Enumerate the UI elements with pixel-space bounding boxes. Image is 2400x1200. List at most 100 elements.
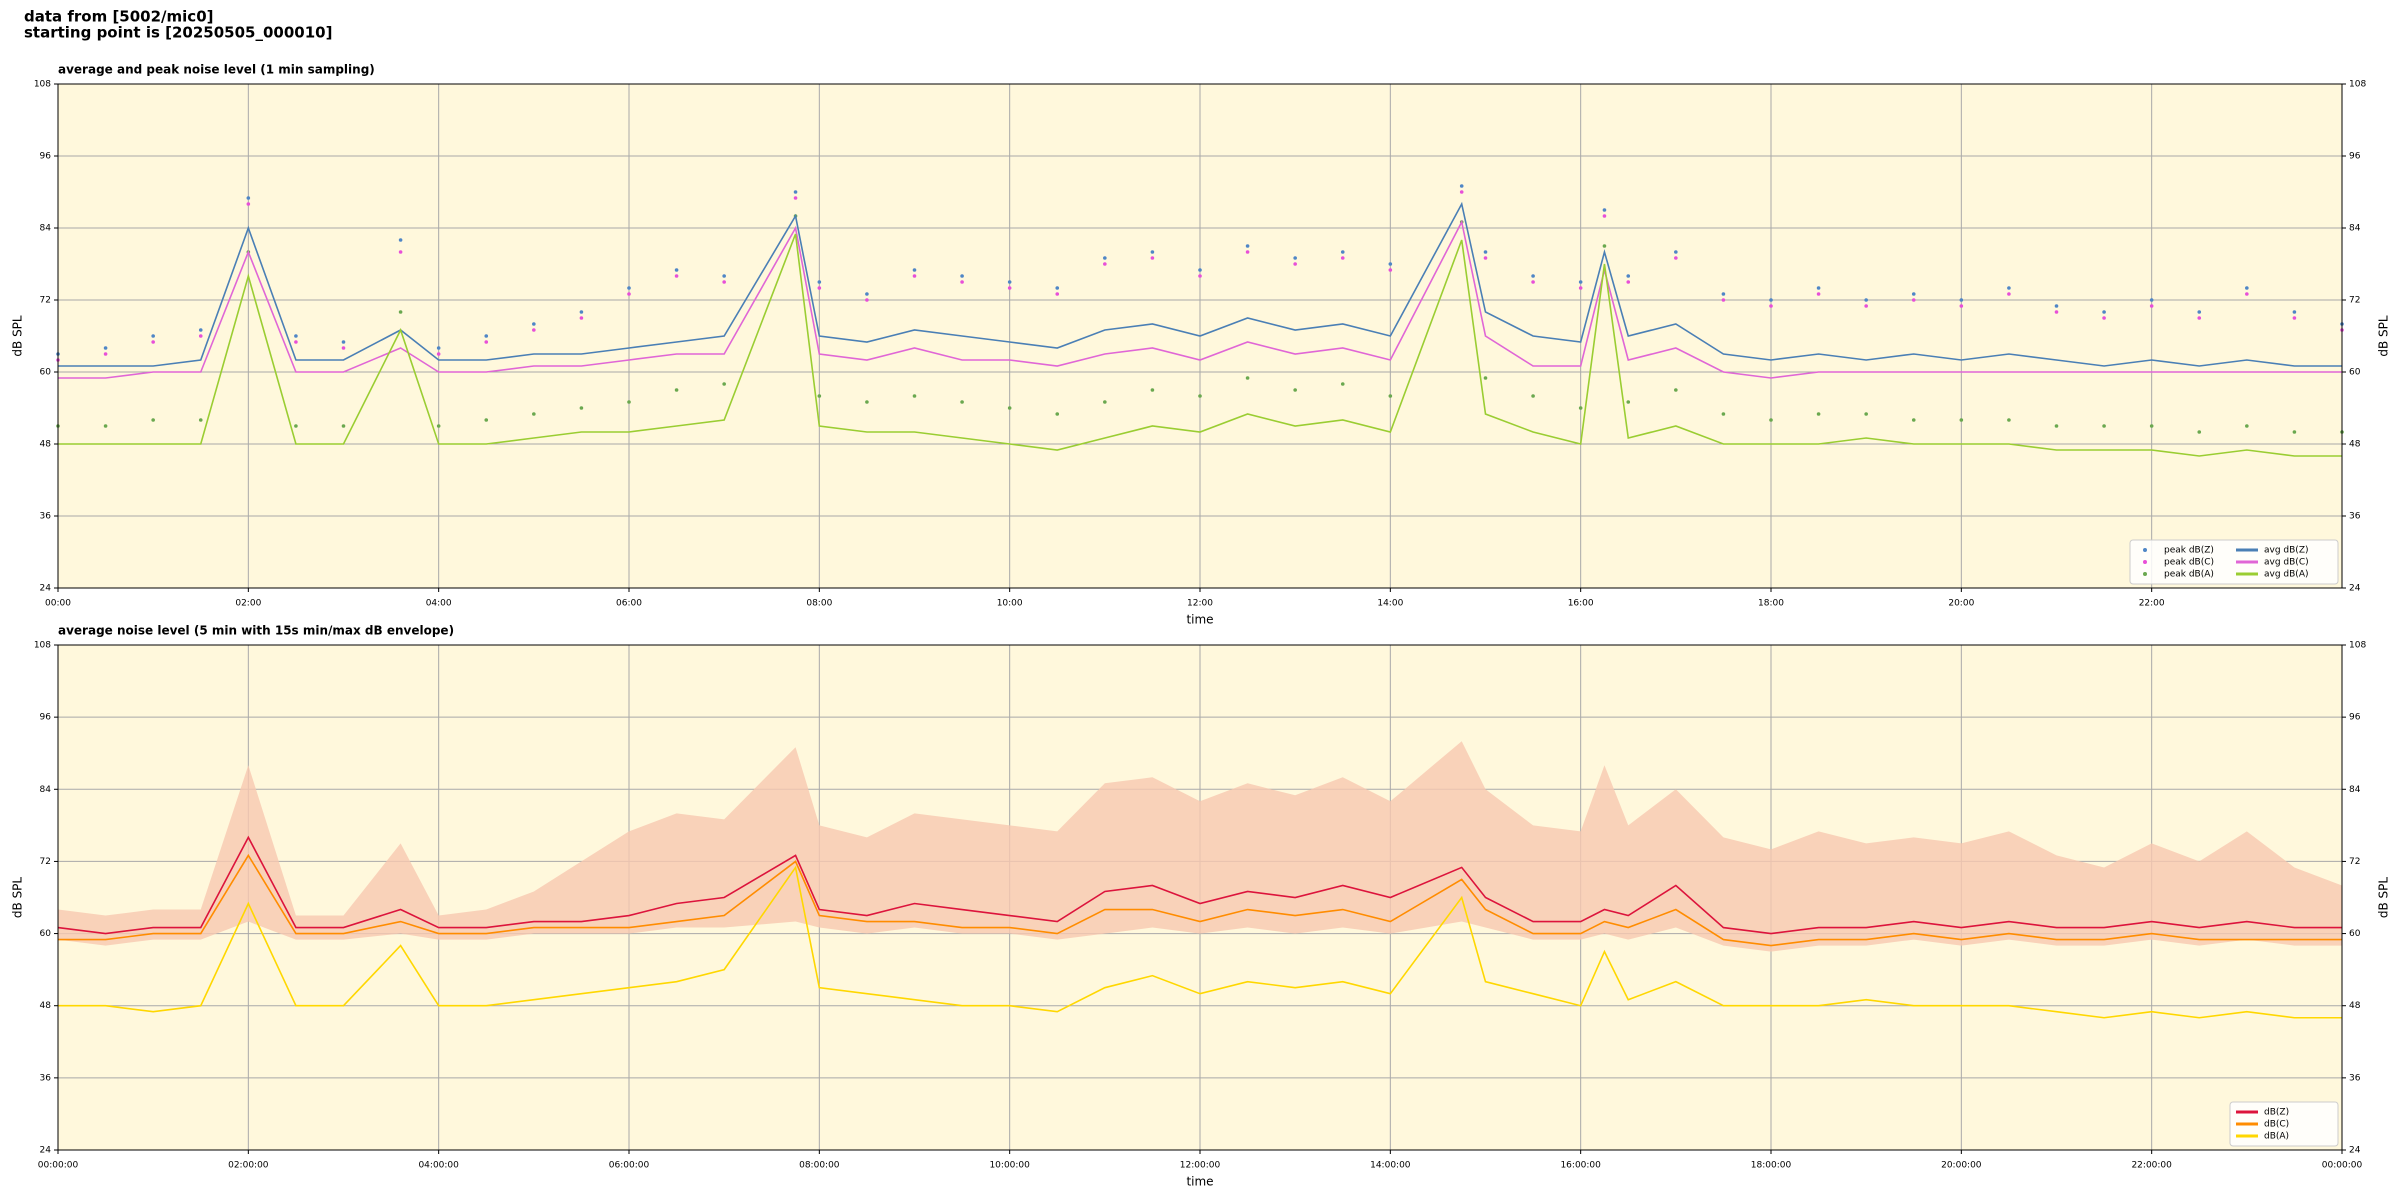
y-tick-label: 36 [40, 512, 52, 522]
x-tick-label: 00:00:00 [2322, 1161, 2363, 1171]
peak-point [1531, 274, 1535, 278]
peak-point [341, 340, 346, 344]
peak-point [2149, 304, 2154, 308]
x-tick-label: 08:00:00 [799, 1161, 840, 1171]
peak-point [1340, 256, 1345, 260]
y-tick-label-right: 96 [2349, 713, 2361, 723]
peak-point [1388, 262, 1393, 266]
peak-point [532, 412, 536, 416]
peak-point [1198, 274, 1202, 278]
peak-point [151, 418, 155, 422]
x-tick-label: 16:00 [1568, 599, 1594, 609]
peak-point [1911, 292, 1916, 296]
x-tick-label: 00:00 [45, 599, 71, 609]
y-tick-label: 36 [40, 1073, 52, 1083]
series-line [57, 835, 2342, 935]
peak-point [1293, 388, 1297, 392]
peak-point [674, 268, 679, 272]
peak-point [674, 274, 679, 278]
y-tick-label: 108 [34, 80, 51, 90]
peak-point [627, 292, 631, 296]
peak-point [1911, 298, 1916, 302]
peak-point [2197, 430, 2202, 434]
y-tick-label-right: 108 [2349, 80, 2366, 90]
legend-label: peak dB(C) [2164, 558, 2214, 568]
peak-point [198, 328, 203, 332]
x-tick-label: 02:00 [235, 599, 261, 609]
peak-point [1483, 250, 1488, 254]
peak-point [151, 334, 155, 338]
y-tick-label-right: 60 [2349, 368, 2361, 378]
peak-point [246, 196, 251, 200]
x-tick-label: 06:00 [616, 599, 642, 609]
peak-point [1388, 268, 1393, 272]
peak-point [1959, 418, 1964, 422]
peak-point [1007, 286, 1012, 290]
peak-point [398, 238, 403, 242]
peak-point [579, 406, 584, 410]
peak-point [1245, 250, 1250, 254]
peak-point [103, 424, 108, 428]
y-tick-label-right: 60 [2349, 929, 2361, 939]
legend-label: avg dB(Z) [2264, 546, 2309, 556]
peak-point [341, 424, 346, 428]
y-tick-label: 84 [40, 224, 52, 234]
envelope-band [58, 741, 2342, 952]
y-tick-label: 60 [40, 929, 52, 939]
peak-point [1340, 250, 1345, 254]
peak-point [1626, 274, 1631, 278]
y-tick-label: 72 [40, 296, 51, 306]
peak-point [2292, 316, 2297, 320]
peak-point [1245, 244, 1250, 248]
x-tick-label: 06:00:00 [609, 1161, 650, 1171]
peak-point [2245, 424, 2249, 428]
peak-point [1864, 298, 1868, 302]
peak-point [1103, 262, 1107, 266]
peak-point [2245, 292, 2249, 296]
peak-point [1864, 412, 1868, 416]
x-tick-label: 04:00 [426, 599, 452, 609]
y-tick-label: 48 [40, 440, 52, 450]
peak-point [1531, 280, 1535, 284]
peak-point [1959, 304, 1964, 308]
peak-point [1293, 256, 1297, 260]
peak-point [436, 346, 441, 350]
y-tick-label-right: 72 [2349, 296, 2360, 306]
peak-point [2007, 418, 2011, 422]
legend-label: dB(Z) [2264, 1108, 2289, 1118]
peak-point [2054, 310, 2059, 314]
peak-point [2054, 304, 2059, 308]
peak-point [1816, 286, 1821, 290]
peak-point [960, 280, 964, 284]
peak-point [722, 382, 726, 386]
peak-point [1769, 304, 1773, 308]
peak-point [103, 346, 108, 350]
peak-point [1626, 400, 1631, 404]
peak-point [1674, 250, 1678, 254]
y-tick-label-right: 24 [2349, 584, 2361, 594]
peak-point [341, 346, 346, 350]
y-tick-label-right: 48 [2349, 1001, 2361, 1011]
peak-point [198, 418, 203, 422]
peak-point [103, 352, 108, 356]
peak-point [2007, 292, 2011, 296]
peak-point [1816, 292, 1821, 296]
series-line [58, 853, 2342, 947]
y-tick-label: 108 [34, 641, 51, 651]
peak-point [2007, 286, 2011, 290]
series-line [58, 865, 2342, 1019]
header-line: starting point is [20250505_000010] [24, 24, 332, 42]
series-line [58, 219, 2342, 379]
peak-point [1340, 382, 1345, 386]
peak-point [1602, 244, 1607, 248]
x-tick-label: 14:00:00 [1370, 1161, 1411, 1171]
peak-point [2102, 310, 2106, 314]
y-tick-label: 72 [40, 857, 51, 867]
peak-point [1483, 376, 1488, 380]
peak-point [294, 424, 298, 428]
y-tick-label-right: 48 [2349, 440, 2361, 450]
y-axis-label-right: dB SPL [2377, 315, 2391, 357]
peak-point [1531, 394, 1535, 398]
